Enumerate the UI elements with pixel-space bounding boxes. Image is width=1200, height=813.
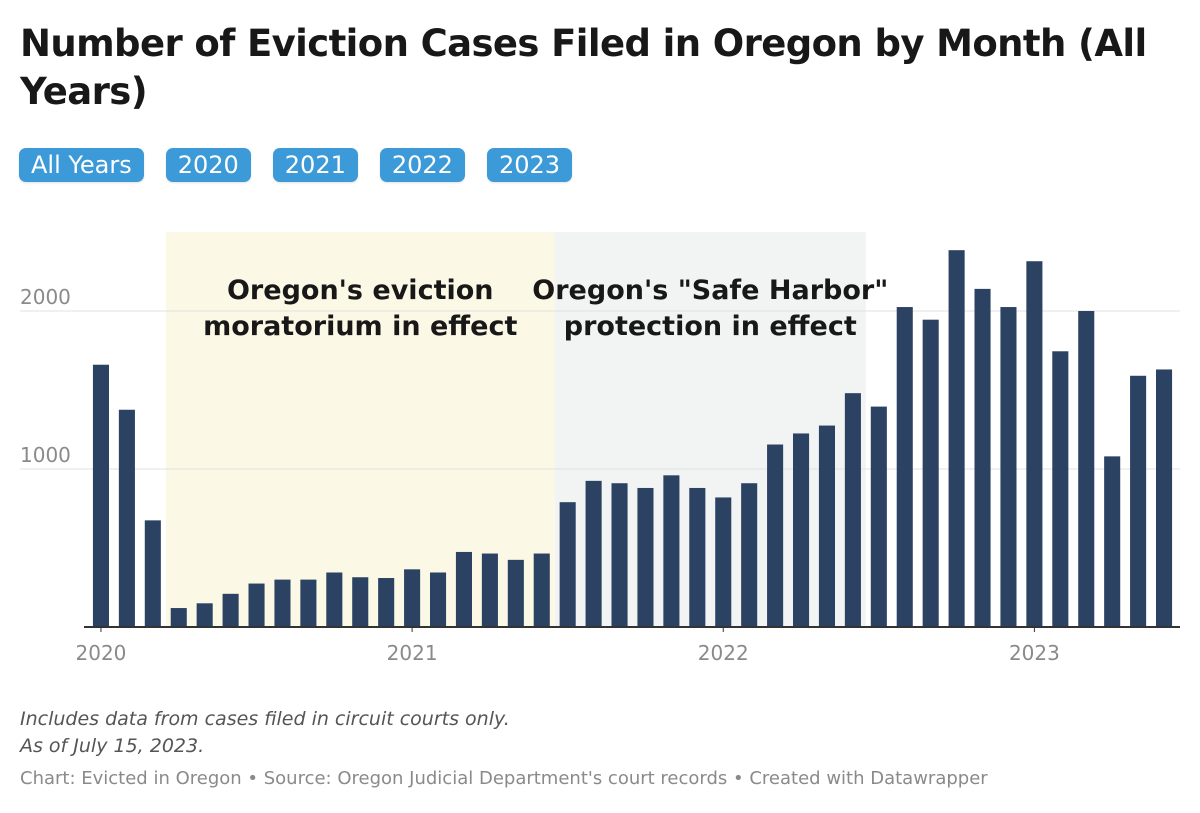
x-tick-label: 2021 xyxy=(387,641,438,665)
y-tick-label: 1000 xyxy=(20,443,71,467)
filter-all-years-button[interactable]: All Years xyxy=(19,148,144,182)
bar xyxy=(248,583,265,627)
bar xyxy=(352,577,369,627)
bar xyxy=(274,579,291,627)
bar xyxy=(974,288,991,627)
bar xyxy=(948,250,965,628)
bar xyxy=(818,425,836,627)
bar xyxy=(1000,307,1017,627)
chart-title: Number of Eviction Cases Filed in Oregon… xyxy=(20,22,1147,113)
bar xyxy=(1104,456,1121,627)
bar xyxy=(507,559,524,627)
bar xyxy=(559,502,576,627)
annotation-line: moratorium in effect xyxy=(203,311,517,342)
chart-notes: Includes data from cases filed in circui… xyxy=(20,706,510,760)
x-tick-label: 2023 xyxy=(1009,641,1060,665)
chart-footer: Chart: Evicted in Oregon • Source: Orego… xyxy=(20,768,988,789)
bar xyxy=(1155,369,1173,627)
filter-2022-button[interactable]: 2022 xyxy=(379,148,465,182)
bar xyxy=(222,593,239,627)
bar xyxy=(481,553,498,627)
bar xyxy=(922,319,939,627)
y-axis-labels: 1000 2000 xyxy=(20,285,71,467)
annotation-band xyxy=(554,232,866,627)
annotation-labels: Oregon's eviction moratorium in effectOre… xyxy=(203,275,888,342)
bar xyxy=(533,553,550,627)
annotation-line: Oregon's eviction xyxy=(227,275,494,306)
bar xyxy=(326,572,343,627)
bar xyxy=(1026,261,1043,627)
bar xyxy=(585,480,602,627)
bar xyxy=(896,307,913,627)
annotation-line: protection in effect xyxy=(564,311,857,342)
bar xyxy=(611,483,628,627)
bar xyxy=(715,497,732,627)
bar xyxy=(689,487,706,627)
bar xyxy=(429,572,447,627)
bar xyxy=(170,608,187,627)
annotation-bands xyxy=(165,232,866,627)
bars xyxy=(92,250,1173,628)
bar xyxy=(300,579,317,627)
bar xyxy=(637,487,654,627)
bar xyxy=(741,483,758,627)
annotation-label: Oregon's "Safe Harbor" protection in effe… xyxy=(532,275,888,342)
annotation-line: Oregon's "Safe Harbor" xyxy=(532,275,888,306)
bar xyxy=(1078,311,1095,627)
bar xyxy=(663,475,680,627)
bar xyxy=(144,520,161,627)
x-axis: 2020 2021 2022 2023 xyxy=(76,626,1180,665)
bar xyxy=(767,444,784,627)
year-filter-buttons: All Years 2020 2021 2022 2023 xyxy=(19,148,573,182)
filter-2023-button[interactable]: 2023 xyxy=(486,148,573,182)
annotation-label: Oregon's eviction moratorium in effect xyxy=(203,275,517,342)
bar xyxy=(1130,375,1147,627)
bar xyxy=(196,603,213,627)
bar xyxy=(1052,351,1069,627)
bar xyxy=(792,433,810,627)
bar-chart: 1000 2000 Oregon's eviction moratorium in … xyxy=(20,232,1180,665)
bar xyxy=(870,406,887,627)
y-tick-label: 2000 xyxy=(20,285,71,309)
bar xyxy=(404,569,421,627)
bar xyxy=(844,393,861,627)
bar xyxy=(92,364,110,627)
bar xyxy=(378,578,395,627)
note-line: As of July 15, 2023. xyxy=(20,735,205,757)
filter-2021-button[interactable]: 2021 xyxy=(272,148,358,182)
x-tick-label: 2020 xyxy=(76,641,127,665)
note-line: Includes data from cases filed in circui… xyxy=(20,708,510,730)
x-tick-label: 2022 xyxy=(698,641,749,665)
bar xyxy=(455,551,473,627)
filter-2020-button[interactable]: 2020 xyxy=(165,148,251,182)
bar xyxy=(118,409,135,627)
